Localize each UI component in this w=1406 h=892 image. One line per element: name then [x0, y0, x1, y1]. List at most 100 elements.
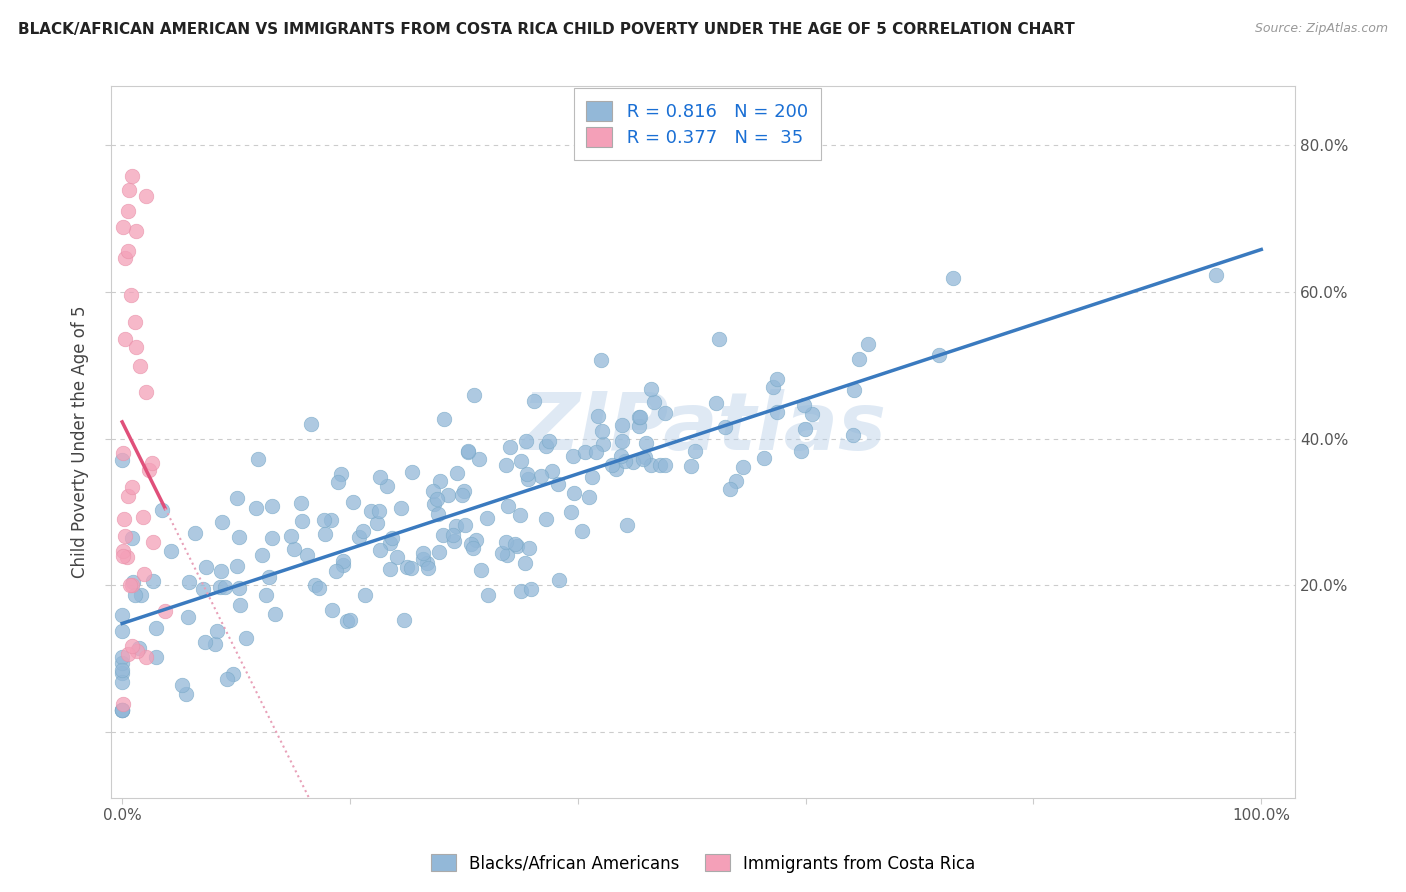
Point: [111, 703, 134, 717]
Point: [111, 608, 134, 623]
Point: [117, 204, 139, 219]
Point: [588, 409, 610, 424]
Point: [132, 509, 155, 524]
Point: [714, 420, 737, 434]
Point: [368, 543, 391, 558]
Point: [704, 395, 727, 409]
Point: [177, 609, 200, 624]
Legend:  R = 0.816   N = 200,  R = 0.377   N =  35: R = 0.816 N = 200, R = 0.377 N = 35: [574, 88, 821, 160]
Point: [128, 641, 150, 656]
Point: [321, 603, 343, 617]
Point: [844, 383, 866, 397]
Point: [614, 454, 637, 468]
Point: [368, 504, 391, 518]
Point: [193, 582, 215, 596]
Point: [724, 474, 747, 488]
Point: [616, 518, 638, 533]
Point: [326, 475, 349, 489]
Point: [114, 332, 136, 346]
Point: [612, 417, 634, 432]
Point: [138, 463, 160, 477]
Point: [217, 672, 239, 686]
Point: [605, 462, 627, 476]
Point: [257, 569, 280, 583]
Point: [495, 458, 517, 473]
Point: [412, 546, 434, 560]
Point: [571, 524, 593, 539]
Point: [457, 443, 479, 458]
Point: [418, 561, 440, 575]
Point: [283, 541, 305, 556]
Point: [470, 564, 492, 578]
Point: [515, 434, 537, 448]
Point: [516, 467, 538, 481]
Point: [451, 488, 474, 502]
Point: [463, 388, 485, 402]
Point: [121, 169, 143, 183]
Point: [122, 574, 145, 589]
Point: [581, 469, 603, 483]
Point: [793, 398, 815, 412]
Point: [503, 537, 526, 551]
Point: [654, 406, 676, 420]
Point: [129, 588, 152, 602]
Point: [942, 270, 965, 285]
Text: ZIPatlas: ZIPatlas: [520, 389, 886, 467]
Point: [396, 559, 419, 574]
Text: BLACK/AFRICAN AMERICAN VS IMMIGRANTS FROM COSTA RICA CHILD POVERTY UNDER THE AGE: BLACK/AFRICAN AMERICAN VS IMMIGRANTS FRO…: [18, 22, 1076, 37]
Point: [468, 451, 491, 466]
Point: [135, 650, 157, 665]
Point: [111, 549, 134, 563]
Point: [561, 449, 583, 463]
Point: [347, 530, 370, 544]
Point: [172, 678, 194, 692]
Point: [509, 508, 531, 522]
Point: [336, 614, 359, 628]
Point: [634, 450, 657, 464]
Point: [304, 578, 326, 592]
Point: [509, 454, 531, 468]
Point: [184, 525, 207, 540]
Point: [387, 549, 409, 564]
Point: [211, 515, 233, 529]
Point: [263, 607, 285, 622]
Point: [426, 508, 449, 522]
Point: [260, 499, 283, 513]
Point: [142, 534, 165, 549]
Point: [766, 405, 789, 419]
Point: [112, 544, 135, 558]
Point: [260, 532, 283, 546]
Point: [429, 475, 451, 489]
Point: [135, 188, 157, 202]
Point: [342, 494, 364, 508]
Point: [150, 503, 173, 517]
Point: [648, 458, 671, 472]
Point: [141, 456, 163, 470]
Point: [401, 465, 423, 479]
Point: [496, 499, 519, 513]
Point: [153, 604, 176, 618]
Point: [443, 534, 465, 549]
Point: [433, 412, 456, 426]
Point: [640, 382, 662, 396]
Point: [509, 583, 531, 598]
Point: [422, 483, 444, 498]
Point: [208, 580, 231, 594]
Point: [762, 380, 785, 394]
Point: [124, 340, 146, 354]
Point: [121, 531, 143, 545]
Point: [111, 624, 134, 639]
Point: [578, 490, 600, 504]
Point: [496, 548, 519, 562]
Point: [135, 385, 157, 400]
Point: [412, 552, 434, 566]
Point: [495, 535, 517, 549]
Point: [299, 417, 322, 432]
Point: [628, 418, 651, 433]
Point: [246, 451, 269, 466]
Point: [718, 482, 741, 496]
Point: [444, 519, 467, 533]
Point: [513, 556, 536, 570]
Point: [127, 644, 149, 658]
Point: [225, 558, 247, 573]
